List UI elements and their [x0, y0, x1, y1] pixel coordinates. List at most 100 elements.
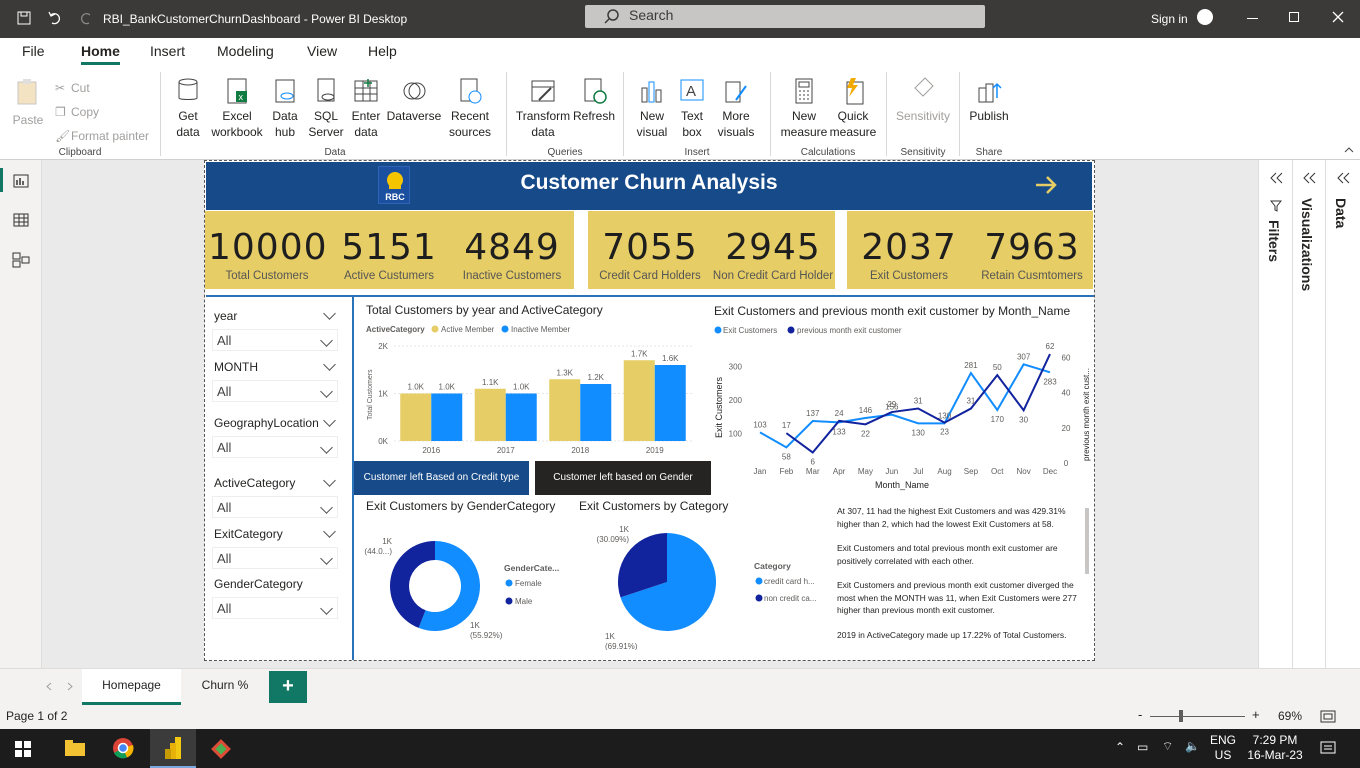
chevron-down-icon[interactable] — [323, 358, 336, 371]
tab-help[interactable]: Help — [368, 43, 397, 59]
restore-icon[interactable] — [1289, 12, 1299, 22]
format-painter-button[interactable]: 🖌Format painter — [55, 124, 149, 148]
gender-button[interactable]: Customer left based on Gender — [535, 461, 711, 495]
report-view-icon[interactable] — [13, 174, 29, 188]
narrative-scrollbar[interactable] — [1085, 508, 1089, 574]
enter-data-button[interactable]: Enter data — [349, 76, 383, 140]
zoom-out-button[interactable]: - — [1138, 707, 1143, 722]
close-icon[interactable] — [1332, 11, 1344, 23]
clock[interactable]: 7:29 PM 16-Mar-23 — [1246, 733, 1304, 763]
tab-modeling[interactable]: Modeling — [217, 43, 274, 59]
data-hub-button[interactable]: Data hub — [266, 76, 304, 140]
get-data-button[interactable]: Get data — [167, 76, 209, 140]
text-box-button[interactable]: A Text box — [674, 76, 710, 140]
zoom-slider-thumb[interactable] — [1179, 710, 1183, 722]
double-chevron-left-icon[interactable] — [1269, 172, 1283, 184]
network-icon[interactable]: ▭ — [1137, 740, 1149, 754]
zoom-slider[interactable] — [1150, 716, 1245, 717]
chevron-left-icon[interactable] — [46, 682, 52, 691]
volume-icon[interactable]: 🔈 — [1185, 739, 1200, 753]
recent-sources-button[interactable]: Recent sources — [442, 76, 498, 140]
new-visual-button[interactable]: New visual — [632, 76, 672, 140]
sign-in-link[interactable]: Sign in — [1151, 12, 1188, 26]
line-series-prev[interactable] — [785, 353, 1051, 454]
chevron-down-icon[interactable] — [323, 307, 336, 320]
chevron-down-icon[interactable] — [323, 414, 336, 427]
language-indicator[interactable]: ENG US — [1210, 733, 1236, 763]
zoom-in-button[interactable]: + — [1252, 707, 1260, 722]
model-view-icon[interactable] — [12, 252, 30, 268]
copy-label: Copy — [71, 105, 100, 119]
sensitivity-button[interactable]: Sensitivity — [893, 76, 953, 124]
bar[interactable] — [431, 393, 463, 442]
tab-file[interactable]: File — [22, 43, 45, 59]
filters-pane[interactable]: Filters — [1258, 160, 1292, 668]
undo-icon[interactable] — [47, 10, 63, 26]
page-tab-churn[interactable]: Churn % — [185, 669, 265, 705]
slicer-activecategory-dropdown[interactable]: All — [212, 496, 338, 518]
slicer-year-dropdown[interactable]: All — [212, 329, 338, 351]
page-tab-homepage[interactable]: Homepage — [82, 669, 181, 705]
data-pane[interactable]: Data — [1325, 160, 1360, 668]
dataverse-button[interactable]: Dataverse — [386, 76, 442, 124]
cut-button[interactable]: ✂ Cut — [55, 76, 149, 100]
slicer-month-dropdown[interactable]: All — [212, 380, 338, 402]
minimize-icon[interactable] — [1247, 18, 1258, 19]
plus-icon: + — [282, 675, 294, 697]
taskbar-powerbi-active[interactable] — [150, 729, 196, 768]
pie-slice[interactable] — [418, 541, 480, 631]
slicer-geography-dropdown[interactable]: All — [212, 436, 338, 458]
bar[interactable] — [580, 384, 612, 441]
slicer-exitcategory-dropdown[interactable]: All — [212, 547, 338, 569]
credit-type-button[interactable]: Customer left Based on Credit type — [354, 461, 529, 495]
excel-workbook-button[interactable]: x Excel workbook — [210, 76, 264, 140]
visualizations-pane[interactable]: Visualizations — [1292, 160, 1325, 668]
pie-slice[interactable] — [620, 533, 716, 631]
chevron-right-icon[interactable] — [67, 682, 73, 691]
line-series-exit[interactable] — [759, 363, 1051, 449]
sql-server-button[interactable]: SQL Server — [306, 76, 346, 140]
windows-start-icon[interactable] — [15, 741, 31, 757]
wifi-icon[interactable]: ⌔ — [1162, 739, 1174, 753]
group-label-queries: Queries — [547, 147, 583, 158]
chevron-up-icon[interactable]: ⌃ — [1115, 740, 1126, 754]
paste-button[interactable]: Paste — [12, 76, 44, 127]
fit-to-page-icon[interactable] — [1320, 710, 1336, 723]
refresh-button[interactable]: Refresh — [572, 76, 616, 124]
pie-slice[interactable] — [390, 541, 435, 628]
save-icon[interactable] — [17, 11, 31, 25]
copy-button[interactable]: ❐ Copy — [55, 100, 149, 124]
arrow-right-icon[interactable] — [1034, 174, 1058, 196]
more-visuals-button[interactable]: More visuals — [712, 76, 760, 140]
bar[interactable] — [400, 393, 432, 442]
notification-icon[interactable] — [1320, 741, 1336, 756]
tab-home[interactable]: Home — [81, 43, 120, 65]
bar[interactable] — [549, 379, 581, 441]
search-box[interactable]: Search — [585, 5, 985, 28]
redo-icon[interactable] — [78, 10, 94, 26]
new-measure-button[interactable]: New measure — [779, 76, 829, 140]
double-chevron-left-icon[interactable] — [1302, 172, 1316, 184]
add-page-button[interactable]: + — [269, 671, 307, 703]
quick-measure-button[interactable]: Quick measure — [829, 76, 877, 140]
transform-data-button[interactable]: Transform data — [514, 76, 572, 140]
bar[interactable] — [505, 393, 537, 442]
tab-view[interactable]: View — [307, 43, 338, 59]
publish-button[interactable]: Publish — [966, 76, 1012, 124]
pie-slice[interactable] — [618, 533, 667, 598]
tab-insert[interactable]: Insert — [150, 43, 186, 59]
chrome-icon[interactable] — [112, 737, 134, 759]
bar[interactable] — [623, 360, 655, 441]
avatar[interactable] — [1197, 9, 1213, 25]
table-view-icon[interactable] — [13, 213, 29, 227]
rbc-logo: RBC — [378, 166, 410, 204]
double-chevron-left-icon[interactable] — [1336, 172, 1350, 184]
file-explorer-icon[interactable] — [64, 739, 86, 757]
chevron-down-icon[interactable] — [323, 474, 336, 487]
collapse-ribbon-icon[interactable] — [1344, 146, 1354, 154]
chevron-down-icon[interactable] — [323, 525, 336, 538]
bar[interactable] — [474, 388, 506, 441]
app-icon[interactable] — [210, 738, 232, 760]
bar[interactable] — [654, 365, 686, 441]
slicer-gendercategory-dropdown[interactable]: All — [212, 597, 338, 619]
